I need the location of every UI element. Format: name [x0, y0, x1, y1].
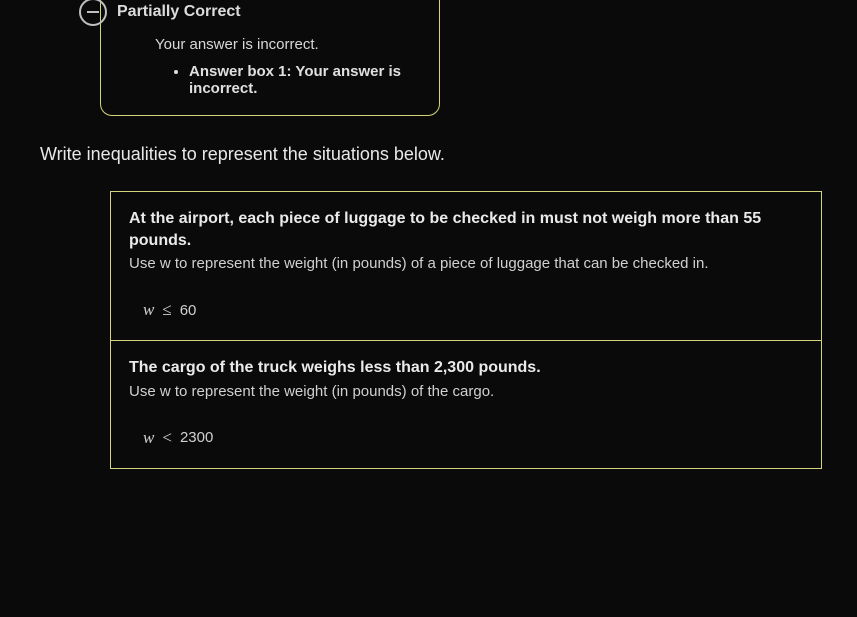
problem-prompt-sub: Use w to represent the weight (in pounds…	[129, 253, 803, 274]
problem-box-2: The cargo of the truck weighs less than …	[110, 341, 822, 469]
problem-prompt-bold: The cargo of the truck weighs less than …	[129, 357, 803, 379]
feedback-panel: Partially Correct Your answer is incorre…	[100, 0, 440, 116]
problem-prompt-bold: At the airport, each piece of luggage to…	[129, 208, 803, 251]
answer-value: 60	[180, 302, 197, 319]
answer-operator: ≤	[162, 300, 171, 320]
answer-variable: w	[143, 428, 154, 448]
problem-box-1: At the airport, each piece of luggage to…	[110, 191, 822, 341]
answer-operator: <	[162, 428, 172, 448]
feedback-title: Partially Correct	[117, 3, 241, 21]
answer-value: 2300	[180, 429, 213, 446]
instruction-text: Write inequalities to represent the situ…	[40, 144, 822, 165]
feedback-list: Answer box 1: Your answer is incorrect.	[175, 63, 421, 97]
answer-input-2[interactable]: w < 2300	[143, 428, 803, 448]
answer-input-1[interactable]: w ≤ 60	[143, 300, 803, 320]
answer-variable: w	[143, 300, 154, 320]
feedback-list-item: Answer box 1: Your answer is incorrect.	[189, 63, 421, 97]
partial-correct-icon	[79, 0, 107, 26]
feedback-message: Your answer is incorrect.	[155, 36, 421, 53]
problem-prompt-sub: Use w to represent the weight (in pounds…	[129, 381, 803, 402]
feedback-header: Partially Correct	[119, 0, 421, 26]
problems-container: At the airport, each piece of luggage to…	[110, 191, 822, 469]
